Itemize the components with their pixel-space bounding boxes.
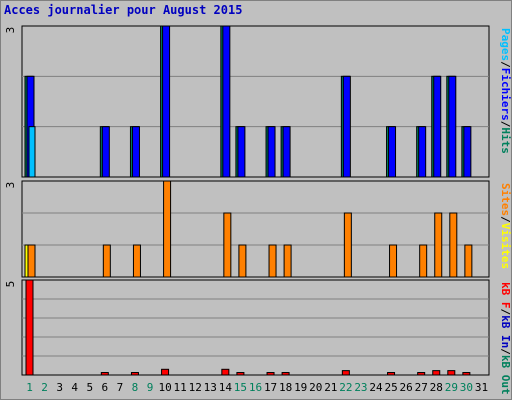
bar-sites bbox=[389, 244, 398, 278]
x-tick-label: 9 bbox=[147, 381, 154, 394]
x-tick-label: 20 bbox=[309, 381, 322, 394]
x-tick-label: 31 bbox=[475, 381, 488, 394]
bar-sites bbox=[268, 244, 277, 278]
chart-title: Acces journalier pour August 2015 bbox=[4, 3, 243, 17]
legend-visits-sites: Sites/Visites bbox=[499, 183, 512, 269]
bar-kb-f bbox=[432, 370, 441, 376]
x-tick-label: 27 bbox=[415, 381, 428, 394]
bar-pages bbox=[28, 126, 36, 178]
bar-sites bbox=[102, 244, 111, 278]
bar-kb-f bbox=[161, 368, 170, 376]
x-tick-label: 18 bbox=[279, 381, 292, 394]
bar-sites bbox=[238, 244, 247, 278]
legend-entry: kB F bbox=[499, 282, 512, 309]
bar-kb-f bbox=[447, 370, 456, 376]
y-max-tick-label: 3 bbox=[4, 27, 17, 34]
bar-sites bbox=[419, 244, 428, 278]
plot-area-visits-sites bbox=[21, 180, 490, 278]
bar-sites bbox=[163, 180, 172, 278]
legend-separator: / bbox=[499, 216, 512, 223]
x-tick-label: 26 bbox=[400, 381, 413, 394]
legend-entry: kB In bbox=[499, 315, 512, 348]
bar-sites bbox=[223, 212, 232, 278]
bar-fichiers bbox=[418, 126, 427, 178]
legend-entry: kB Out bbox=[499, 355, 512, 395]
legend-kbytes: kB F/kB In/kB Out bbox=[499, 282, 512, 395]
bar-fichiers bbox=[101, 126, 110, 178]
x-tick-label: 1 bbox=[26, 381, 33, 394]
legend-separator: / bbox=[499, 309, 512, 316]
x-tick-label: 28 bbox=[430, 381, 443, 394]
bar-sites bbox=[449, 212, 458, 278]
x-tick-label: 8 bbox=[132, 381, 139, 394]
bar-fichiers bbox=[267, 126, 276, 178]
legend-entry: Hits bbox=[499, 127, 512, 154]
bar-kb-f bbox=[25, 279, 34, 376]
bar-fichiers bbox=[282, 126, 291, 178]
bar-fichiers bbox=[222, 25, 231, 178]
x-tick-label: 16 bbox=[249, 381, 262, 394]
plot-area-kbytes bbox=[21, 279, 490, 376]
x-tick-label: 4 bbox=[71, 381, 78, 394]
bar-fichiers bbox=[448, 75, 457, 178]
bar-kb-f bbox=[281, 372, 290, 376]
bar-sites bbox=[283, 244, 292, 278]
x-tick-label: 6 bbox=[102, 381, 109, 394]
bar-sites bbox=[27, 244, 36, 278]
x-tick-label: 23 bbox=[354, 381, 367, 394]
legend-separator: / bbox=[499, 348, 512, 355]
bar-fichiers bbox=[237, 126, 246, 178]
x-tick-label: 7 bbox=[117, 381, 124, 394]
bar-kb-f bbox=[387, 372, 396, 376]
x-tick-label: 12 bbox=[189, 381, 202, 394]
bar-fichiers bbox=[162, 25, 171, 178]
bar-sites bbox=[343, 212, 352, 278]
bar-sites bbox=[132, 244, 141, 278]
bar-fichiers bbox=[463, 126, 472, 178]
bar-kb-f bbox=[130, 372, 139, 376]
bar-kb-f bbox=[221, 368, 230, 376]
x-tick-label: 25 bbox=[384, 381, 397, 394]
bar-fichiers bbox=[342, 75, 351, 178]
x-tick-label: 14 bbox=[219, 381, 233, 394]
bar-sites bbox=[464, 244, 473, 278]
x-tick-label: 29 bbox=[445, 381, 458, 394]
x-tick-label: 17 bbox=[264, 381, 277, 394]
y-max-tick-label: 3 bbox=[4, 182, 17, 189]
legend-separator: / bbox=[499, 121, 512, 128]
bar-sites bbox=[434, 212, 443, 278]
bar-kb-f bbox=[266, 372, 275, 376]
x-tick-label: 10 bbox=[158, 381, 171, 394]
legend-pages-files-hits: Pages/Fichiers/Hits bbox=[499, 28, 512, 154]
x-tick-label: 13 bbox=[204, 381, 217, 394]
x-tick-label: 19 bbox=[294, 381, 307, 394]
bar-fichiers bbox=[433, 75, 442, 178]
x-tick-label: 11 bbox=[174, 381, 187, 394]
legend-entry: Sites bbox=[499, 183, 512, 216]
x-tick-label: 22 bbox=[339, 381, 352, 394]
y-max-tick-label: 5 bbox=[4, 281, 17, 288]
x-tick-label: 21 bbox=[324, 381, 337, 394]
bar-fichiers bbox=[131, 126, 140, 178]
x-tick-label: 30 bbox=[460, 381, 473, 394]
x-tick-label: 2 bbox=[41, 381, 48, 394]
bar-fichiers bbox=[388, 126, 397, 178]
legend-entry: Pages bbox=[499, 28, 512, 61]
bar-kb-f bbox=[236, 372, 245, 376]
x-tick-label: 15 bbox=[234, 381, 247, 394]
bar-kb-f bbox=[341, 370, 350, 376]
bar-kb-f bbox=[100, 372, 109, 376]
legend-entry: Fichiers bbox=[499, 68, 512, 121]
x-tick-label: 5 bbox=[86, 381, 93, 394]
x-tick-label: 3 bbox=[56, 381, 63, 394]
x-tick-label: 24 bbox=[369, 381, 383, 394]
bar-kb-f bbox=[417, 372, 426, 376]
bar-kb-f bbox=[462, 372, 471, 376]
legend-entry: Visites bbox=[499, 223, 512, 269]
legend-separator: / bbox=[499, 61, 512, 68]
